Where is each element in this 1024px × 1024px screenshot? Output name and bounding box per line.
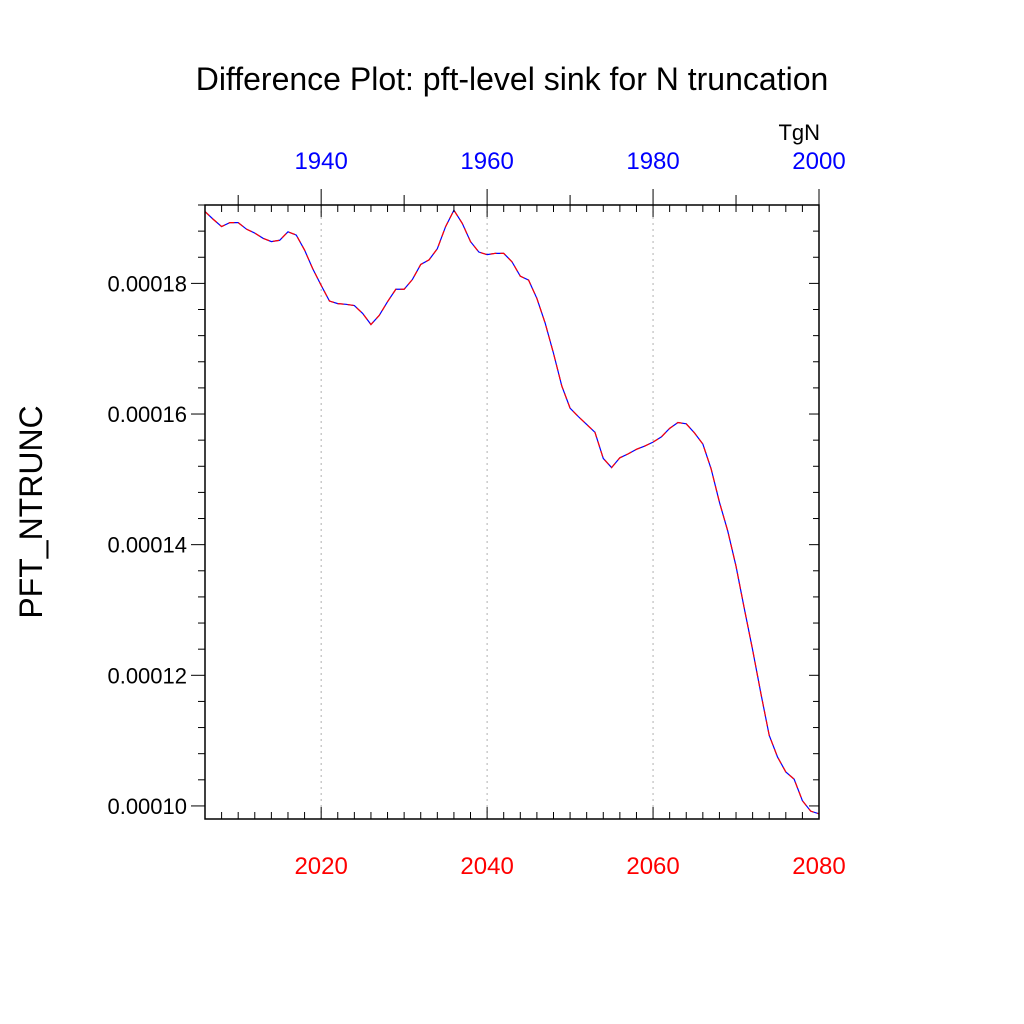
y-axis-tick-label: 0.00016 <box>107 402 187 427</box>
y-axis-tick-label: 0.00018 <box>107 271 187 296</box>
bottom-axis-tick-label: 2040 <box>460 853 513 880</box>
series-line-1 <box>204 209 820 815</box>
series-layer <box>204 209 820 815</box>
bottom-axis-tick-label: 2020 <box>294 853 347 880</box>
top-axis-tick-label: 1980 <box>626 148 679 175</box>
top-axis-tick-label: 1940 <box>294 148 347 175</box>
top-axis-tick-label: 2000 <box>792 148 845 175</box>
y-axis-tick-label: 0.00012 <box>107 663 187 688</box>
top-axis-tick-label: 1960 <box>460 148 513 175</box>
units-label: TgN <box>778 120 820 145</box>
series-line-2 <box>204 209 820 815</box>
grid-layer <box>320 205 654 819</box>
chart-title: Difference Plot: pft-level sink for N tr… <box>196 61 829 97</box>
plot-frame <box>204 204 820 820</box>
y-axis-label: PFT_NTRUNC <box>13 405 49 618</box>
bottom-axis-tick-label: 2060 <box>626 853 679 880</box>
y-axis-tick-label: 0.00014 <box>107 533 187 558</box>
y-axis-tick-label: 0.00010 <box>107 794 187 819</box>
axes-layer: 2020 2040 2060 2080 1940 1960 1980 2000 0.00010 0… <box>107 148 845 880</box>
bottom-axis-tick-label: 2080 <box>792 853 845 880</box>
